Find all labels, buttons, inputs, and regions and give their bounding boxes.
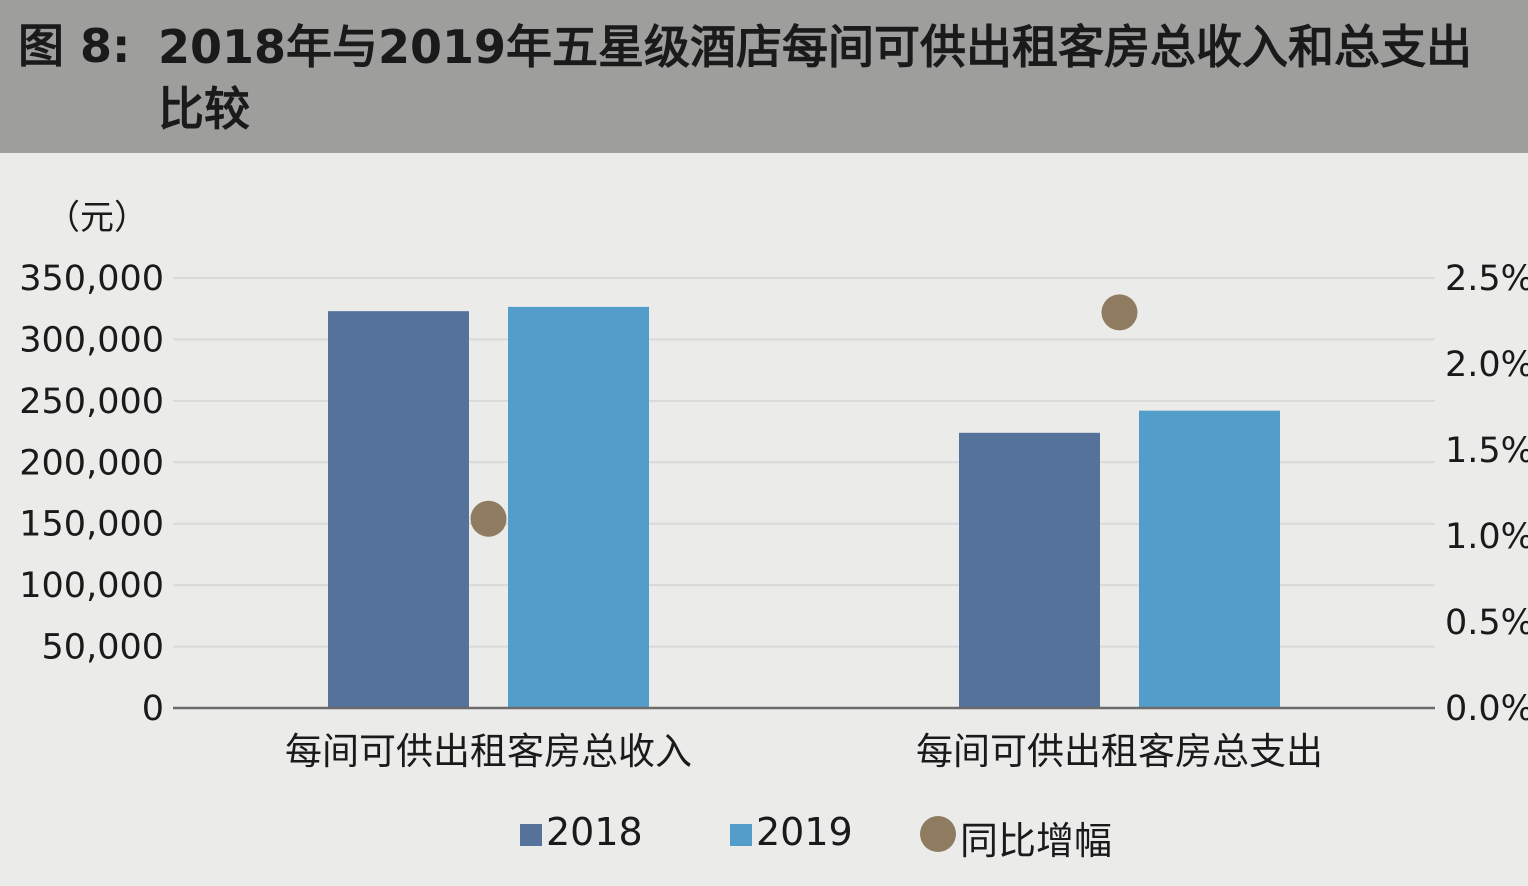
figure-label: 图 8: [18,19,131,73]
bar-2019 [1139,410,1280,708]
y-left-tick-label: 0 [142,689,164,729]
y-left-tick-label: 300,000 [19,320,164,360]
legend-swatch-2018 [520,824,542,846]
y-right-tick-label: 2.5% [1445,259,1528,299]
y-axis-unit-label: （元） [46,198,148,238]
legend-label-yoy: 同比增幅 [960,819,1113,863]
bar-2019 [508,306,649,708]
y-left-tick-label: 100,000 [19,566,164,606]
legend-label-2018: 2018 [546,810,643,854]
y-left-tick-label: 350,000 [19,259,164,299]
legend-swatch-2019 [730,824,752,846]
legend-label-2019: 2019 [756,810,853,854]
figure-title: 2018年与2019年五星级酒店每间可供出租客房总收入和总支出比较 [158,20,1473,136]
y-left-tick-label: 50,000 [42,628,164,668]
y-right-tick-label: 2.0% [1445,345,1528,385]
bar-2018 [959,432,1100,708]
figure-header: 图 8: 2018年与2019年五星级酒店每间可供出租客房总收入和总支出比较 [0,0,1528,153]
y-right-tick-label: 0.0% [1445,689,1528,729]
legend-dot-yoy [920,816,956,852]
scatter-point-yoy [1101,294,1138,331]
x-category-label: 每间可供出租客房总收入 [285,730,692,773]
y-left-tick-label: 150,000 [19,505,164,545]
y-right-tick-label: 1.5% [1445,431,1528,471]
y-right-tick-label: 0.5% [1445,603,1528,643]
y-right-tick-label: 1.0% [1445,517,1528,557]
bar-2018 [328,311,469,708]
scatter-point-yoy [470,500,507,537]
y-left-tick-label: 200,000 [19,443,164,483]
x-category-label: 每间可供出租客房总支出 [916,730,1323,773]
y-left-tick-label: 250,000 [19,382,164,422]
chart-legend: 2018 2019 同比增幅 [0,806,1528,866]
